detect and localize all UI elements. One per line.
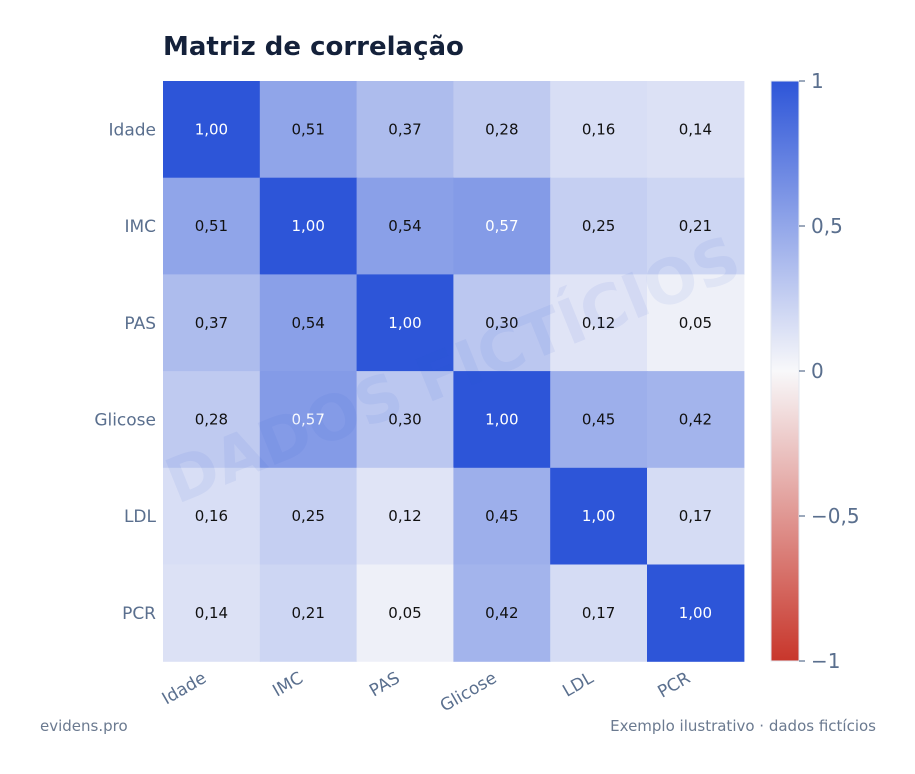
cell-value-label: 0,28 xyxy=(195,410,228,428)
heatmap-cell xyxy=(163,177,261,275)
heatmap-cell xyxy=(259,177,358,275)
x-tick-label: Idade xyxy=(159,668,210,709)
heatmap-cell xyxy=(356,274,454,372)
cell-value-label: 0,21 xyxy=(679,217,712,235)
heatmap-cell xyxy=(259,564,358,662)
heatmap-cell xyxy=(356,371,454,469)
footer-brand: evidens.pro xyxy=(40,717,128,735)
cell-value-label: 0,12 xyxy=(582,314,615,332)
heatmap-cell xyxy=(259,274,358,372)
heatmap-cell xyxy=(356,564,454,662)
cell-value-label: 0,17 xyxy=(679,507,712,525)
heatmap-cell xyxy=(550,81,648,179)
y-tick-label: PCR xyxy=(122,604,156,624)
heatmap-cell xyxy=(453,177,551,275)
cell-value-label: 0,51 xyxy=(195,217,228,235)
colorbar-tick-label: 1 xyxy=(811,69,824,93)
cell-value-label: 0,21 xyxy=(291,604,324,622)
heatmap-cell xyxy=(259,467,358,566)
cell-value-label: 1,00 xyxy=(291,217,324,235)
heatmap-cell xyxy=(647,467,745,566)
chart-title: Matriz de correlação xyxy=(163,32,464,62)
heatmap-cell xyxy=(550,371,648,469)
cell-value-label: 1,00 xyxy=(582,507,615,525)
cell-value-label: 0,37 xyxy=(195,314,228,332)
colorbar-tick-label: 0 xyxy=(811,359,824,383)
heatmap-cell xyxy=(259,81,358,179)
heatmap-cell xyxy=(356,177,454,275)
cell-value-label: 0,28 xyxy=(485,120,518,138)
x-tick-label: PCR xyxy=(655,668,695,702)
heatmap-cell xyxy=(647,81,745,179)
heatmap-cell xyxy=(453,81,551,179)
y-tick-label: Idade xyxy=(109,120,156,140)
colorbar xyxy=(770,80,800,662)
cell-value-label: 0,25 xyxy=(582,217,615,235)
cell-value-label: 0,14 xyxy=(195,604,228,622)
y-tick-label: Glicose xyxy=(94,410,156,430)
y-tick-label: PAS xyxy=(124,314,156,334)
heatmap-cell xyxy=(163,81,261,179)
cell-value-label: 0,30 xyxy=(485,314,518,332)
heatmap-cell xyxy=(356,467,454,566)
cell-value-label: 0,42 xyxy=(485,604,518,622)
cell-value-label: 0,54 xyxy=(388,217,421,235)
colorbar-tick-label: −1 xyxy=(811,649,840,673)
heatmap-cell xyxy=(550,467,648,566)
heatmap-cell xyxy=(259,371,358,469)
heatmap-cell xyxy=(356,81,454,179)
cell-value-label: 0,54 xyxy=(291,314,324,332)
cell-value-label: 0,42 xyxy=(679,410,712,428)
colorbar-tick-label: −0,5 xyxy=(811,504,860,528)
cell-value-label: 0,45 xyxy=(582,410,615,428)
heatmap-cell xyxy=(550,274,648,372)
heatmap-cell xyxy=(647,177,745,275)
cell-value-label: 0,17 xyxy=(582,604,615,622)
x-tick-label: LDL xyxy=(559,668,597,702)
cell-value-label: 0,37 xyxy=(388,120,421,138)
heatmap-cell xyxy=(453,564,551,662)
y-tick-label: LDL xyxy=(124,507,157,527)
heatmap-cell xyxy=(647,564,745,662)
y-tick-label: IMC xyxy=(124,217,156,237)
cell-value-label: 0,25 xyxy=(291,507,324,525)
heatmap-cell xyxy=(453,274,551,372)
colorbar-tick-label: 0,5 xyxy=(811,214,843,238)
heatmap-cell xyxy=(550,564,648,662)
cell-value-label: 1,00 xyxy=(679,604,712,622)
cell-value-label: 0,16 xyxy=(582,120,615,138)
cell-value-label: 0,45 xyxy=(485,507,518,525)
heatmap-cell xyxy=(163,371,261,469)
cell-value-label: 0,30 xyxy=(388,410,421,428)
heatmap-cell xyxy=(163,564,261,662)
cell-value-label: 0,05 xyxy=(679,314,712,332)
cell-value-label: 0,16 xyxy=(195,507,228,525)
heatmap-cell xyxy=(647,274,745,372)
cell-value-label: 0,05 xyxy=(388,604,421,622)
x-tick-label: Glicose xyxy=(437,668,500,716)
heatmap-cell xyxy=(550,177,648,275)
cell-value-label: 1,00 xyxy=(388,314,421,332)
x-tick-label: PAS xyxy=(366,668,403,701)
footer-disclaimer: Exemplo ilustrativo · dados fictícios xyxy=(610,717,876,735)
heatmap-cell xyxy=(453,371,551,469)
cell-value-label: 0,12 xyxy=(388,507,421,525)
x-tick-label: IMC xyxy=(269,668,306,701)
heatmap-cell xyxy=(647,371,745,469)
cell-value-label: 1,00 xyxy=(195,120,228,138)
heatmap-cell xyxy=(163,274,261,372)
cell-value-label: 0,57 xyxy=(485,217,518,235)
heatmap-cell xyxy=(453,467,551,566)
cell-value-label: 0,57 xyxy=(291,410,324,428)
cell-value-label: 1,00 xyxy=(485,410,518,428)
cell-value-label: 0,14 xyxy=(679,120,712,138)
heatmap-cell xyxy=(163,467,261,566)
cell-value-label: 0,51 xyxy=(291,120,324,138)
